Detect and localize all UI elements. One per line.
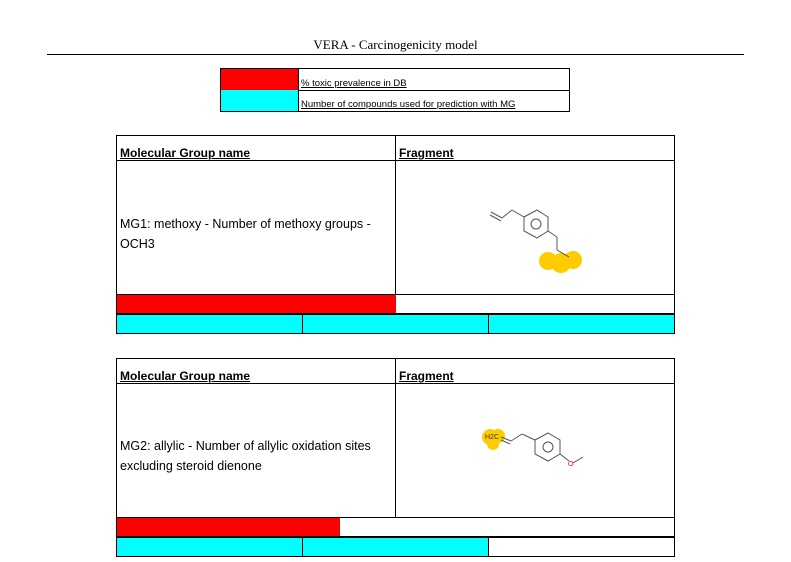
legend-label-toxic-prevalence: % toxic prevalence in DB — [301, 78, 407, 89]
title-divider — [47, 54, 744, 55]
legend-row-toxic-prevalence: % toxic prevalence in DB — [221, 69, 569, 91]
mg2-column-divider — [395, 359, 396, 517]
mg1-column-fragment-header: Fragment — [399, 146, 454, 160]
mg2-fragment-structure: H2C O — [397, 385, 674, 517]
mg2-compound-cell-2 — [303, 538, 489, 556]
mg1-compound-cell-3 — [489, 315, 674, 333]
mg2-oxygen-label: O — [568, 461, 574, 468]
legend-swatch-cyan — [221, 90, 299, 111]
mg1-compound-count-bar — [116, 314, 675, 334]
mg1-column-divider — [395, 136, 396, 294]
mg2-toxic-prevalence-fill — [117, 518, 340, 536]
mg2-table: Molecular Group name Fragment MG2: allyl… — [116, 358, 675, 518]
mg1-table: Molecular Group name Fragment MG1: metho… — [116, 135, 675, 295]
mg2-molecule-drawing: H2C O — [482, 429, 584, 468]
mg2-compound-cell-3 — [489, 538, 674, 556]
mg2-description: MG2: allylic - Number of allylic oxidati… — [120, 439, 371, 473]
mg2-h2c-label: H2C — [485, 434, 499, 441]
mg1-compound-cell-1 — [117, 315, 303, 333]
mg2-column-name-header: Molecular Group name — [120, 369, 251, 383]
mg1-compound-cell-2 — [303, 315, 489, 333]
mg1-toxic-prevalence-fill — [117, 295, 396, 313]
mg2-column-fragment-header: Fragment — [399, 369, 454, 383]
page-title: VERA - Carcinogenicity model — [313, 37, 478, 52]
mg1-description: MG1: methoxy - Number of methoxy groups … — [120, 217, 371, 251]
mg2-compound-count-bar — [116, 537, 675, 557]
legend: % toxic prevalence in DB Number of compo… — [220, 68, 570, 112]
mg2-highlight-atom-c — [487, 438, 499, 450]
mg2-toxic-prevalence-bar — [116, 517, 675, 537]
mg1-fragment-structure — [397, 162, 674, 294]
legend-row-compound-count: Number of compounds used for prediction … — [221, 90, 569, 111]
mg1-column-name-header: Molecular Group name — [120, 146, 251, 160]
mg1-highlight-atom-c — [564, 251, 582, 269]
mg2-compound-cell-1 — [117, 538, 303, 556]
legend-label-compound-count: Number of compounds used for prediction … — [301, 99, 516, 110]
mg1-molecule-drawing — [489, 209, 582, 273]
mg1-toxic-prevalence-bar — [116, 294, 675, 314]
legend-swatch-red — [221, 69, 299, 90]
